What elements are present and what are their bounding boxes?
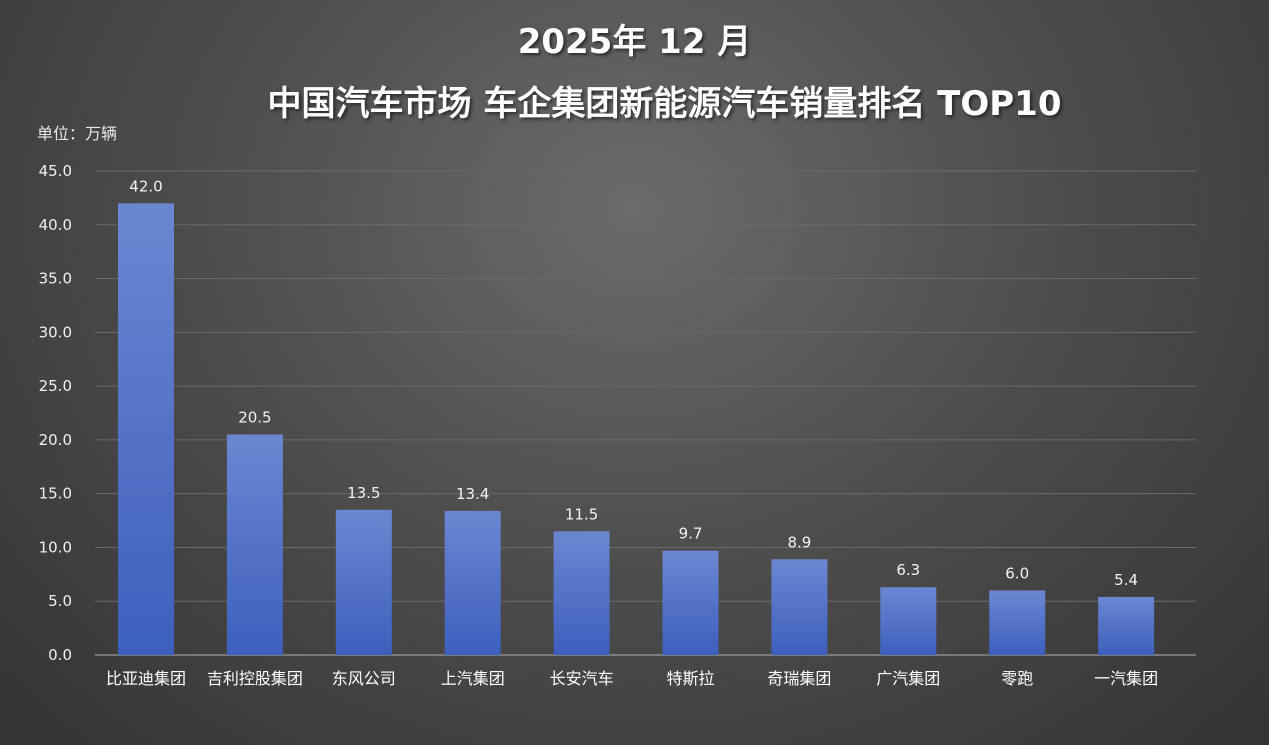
y-tick-label: 10.0 xyxy=(39,538,72,556)
y-tick-label: 0.0 xyxy=(48,646,72,664)
bar xyxy=(771,559,828,655)
x-tick-label: 一汽集团 xyxy=(1094,669,1158,688)
y-tick-label: 40.0 xyxy=(39,216,72,234)
y-tick-label: 25.0 xyxy=(39,377,72,395)
bar xyxy=(444,510,501,655)
bar xyxy=(880,587,937,655)
x-tick-label: 比亚迪集团 xyxy=(106,669,186,688)
x-tick-label: 奇瑞集团 xyxy=(767,669,831,688)
y-tick-label: 15.0 xyxy=(39,485,72,503)
data-label: 13.4 xyxy=(456,485,489,503)
data-label: 9.7 xyxy=(679,525,703,543)
bar xyxy=(118,203,174,655)
bars xyxy=(118,203,1155,655)
data-label: 13.5 xyxy=(347,484,380,502)
x-tick-label: 广汽集团 xyxy=(876,669,940,688)
data-label: 11.5 xyxy=(565,505,598,523)
bar xyxy=(226,434,283,655)
chart-title: 2025年 12 月 xyxy=(517,22,752,62)
bar xyxy=(989,590,1046,655)
bar xyxy=(553,531,610,655)
data-label: 6.0 xyxy=(1005,564,1029,582)
bar xyxy=(1098,596,1155,655)
data-label: 5.4 xyxy=(1114,571,1138,589)
bar xyxy=(335,509,392,655)
data-label: 8.9 xyxy=(787,533,811,551)
bar xyxy=(662,550,719,655)
x-tick-label: 上汽集团 xyxy=(441,669,505,688)
y-tick-label: 5.0 xyxy=(48,592,72,610)
y-tick-label: 20.0 xyxy=(39,431,72,449)
x-tick-label: 长安汽车 xyxy=(550,669,614,688)
labels: 0.0 5.0 10.0 15.0 20.0 25.0 30.0 35.0 40.0 45.0 42… xyxy=(39,162,1159,688)
chart-subtitle: 中国汽车市场 车企集团新能源汽车销量排名 TOP10 xyxy=(267,84,1062,124)
x-tick-label: 特斯拉 xyxy=(666,669,714,688)
x-tick-label: 东风公司 xyxy=(332,669,396,688)
y-tick-label: 30.0 xyxy=(39,323,72,341)
unit-label: 单位：万辆 xyxy=(37,124,118,143)
y-tick-label: 35.0 xyxy=(39,270,72,288)
data-label: 20.5 xyxy=(238,409,271,427)
data-label: 6.3 xyxy=(896,561,920,579)
data-label: 42.0 xyxy=(129,177,162,195)
y-tick-label: 45.0 xyxy=(39,162,72,180)
x-tick-label: 零跑 xyxy=(1001,669,1033,688)
x-tick-label: 吉利控股集团 xyxy=(207,669,303,688)
